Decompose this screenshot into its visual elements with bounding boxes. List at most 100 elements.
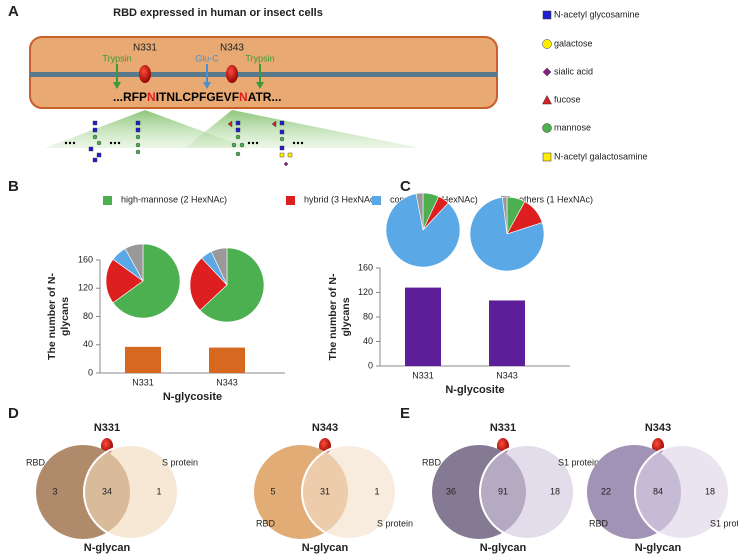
venn-count: 3 xyxy=(52,486,57,496)
venn-count: 31 xyxy=(320,486,330,496)
enzyme-label: Trypsin xyxy=(102,53,131,63)
set-label: S protein xyxy=(162,457,198,467)
x-tick-label: N343 xyxy=(496,370,518,380)
site-label: N331 xyxy=(133,43,157,54)
y-axis-label: The number of N- xyxy=(46,273,58,360)
venn-title: N-glycan xyxy=(635,542,682,554)
panel-label: D xyxy=(8,405,19,422)
y-tick-label: 0 xyxy=(368,360,373,370)
legend-label: galactose xyxy=(554,38,593,48)
pie-slice xyxy=(105,258,144,304)
pie-slice xyxy=(112,243,181,319)
legend-label: high-mannose (2 HexNAc) xyxy=(121,194,227,204)
pie-slice xyxy=(199,247,265,323)
legend-label: N-acetyl galactosamine xyxy=(554,151,648,161)
y-axis-label: The number of N- xyxy=(327,273,339,360)
legend-swatch xyxy=(372,196,381,205)
venn-count: 22 xyxy=(601,486,611,496)
y-tick-label: 40 xyxy=(363,336,373,346)
pie-slice xyxy=(124,243,144,282)
venn-count: 36 xyxy=(446,486,456,496)
venn-count: 18 xyxy=(550,486,560,496)
panel-label: E xyxy=(400,405,410,422)
y-tick-label: 160 xyxy=(78,254,93,264)
fan xyxy=(185,110,420,148)
x-tick-label: N331 xyxy=(132,377,154,387)
bar xyxy=(489,300,525,366)
venn-right xyxy=(634,444,730,540)
site-label: N343 xyxy=(220,43,244,54)
bar xyxy=(125,346,161,373)
venn-count: 91 xyxy=(498,486,508,496)
venn-count: 84 xyxy=(653,486,663,496)
venn-title: N-glycan xyxy=(84,542,131,554)
sequence-part: N xyxy=(147,90,156,104)
set-label: RBD xyxy=(256,518,276,528)
backbone xyxy=(30,72,497,77)
panel-label: B xyxy=(8,178,19,195)
legend-label: N-acetyl glycosamine xyxy=(554,9,640,19)
set-label: S1 protein xyxy=(710,518,738,528)
venn-right xyxy=(83,444,179,540)
pie-slice xyxy=(415,192,424,231)
site-label: N343 xyxy=(645,422,671,434)
pie-slice xyxy=(210,247,228,286)
set-label: S protein xyxy=(377,518,413,528)
venn-title: N-glycan xyxy=(480,542,527,554)
legend-icon xyxy=(542,39,552,49)
glycan-icons xyxy=(88,120,293,167)
site-label: N331 xyxy=(490,422,516,434)
sequence-part: ITNLCPFGEVF xyxy=(156,90,239,104)
y-tick-label: 0 xyxy=(88,367,93,377)
enzyme-label: Trypsin xyxy=(245,53,274,63)
y-axis-label: glycans xyxy=(340,297,352,336)
y-tick-label: 40 xyxy=(83,339,93,349)
enzyme-label: Glu-C xyxy=(195,53,219,63)
legend-label: others (1 HexNAc) xyxy=(519,194,593,204)
bar xyxy=(405,287,441,366)
legend-icon xyxy=(542,94,552,105)
site-marker xyxy=(139,65,151,83)
set-label: RBD xyxy=(422,457,442,467)
legend-swatch xyxy=(286,196,295,205)
venn-title: N-glycan xyxy=(302,542,349,554)
venn-count: 34 xyxy=(102,486,112,496)
legend-icon xyxy=(542,10,552,20)
arrow-head xyxy=(256,82,264,89)
legend-icon xyxy=(542,152,552,162)
legend-label: hybrid (3 HexNAc) xyxy=(304,194,378,204)
legend-icon xyxy=(542,67,552,77)
venn-count: 5 xyxy=(270,486,275,496)
arrow-head xyxy=(113,82,121,89)
legend-label: mannose xyxy=(554,122,591,132)
venn-count: 1 xyxy=(156,486,161,496)
sequence-part: N xyxy=(239,90,248,104)
pie-slice xyxy=(385,193,461,268)
legend-icon xyxy=(542,123,552,133)
pie-slice xyxy=(189,257,228,311)
set-label: S1 protein xyxy=(558,457,599,467)
legend-label: sialic acid xyxy=(554,66,593,76)
y-tick-label: 80 xyxy=(363,311,373,321)
venn-right xyxy=(479,444,575,540)
sequence-part: ATR... xyxy=(248,90,282,104)
y-axis-label: glycans xyxy=(59,297,71,336)
site-marker xyxy=(226,65,238,83)
panel-label: A xyxy=(8,3,19,20)
ellipsis-dots xyxy=(64,141,304,145)
y-tick-label: 120 xyxy=(358,287,373,297)
y-tick-label: 160 xyxy=(358,262,373,272)
venn-count: 1 xyxy=(374,486,379,496)
panel-title: RBD expressed in human or insect cells xyxy=(113,7,323,19)
set-label: RBD xyxy=(589,518,609,528)
sequence-part: ...RFP xyxy=(113,90,147,104)
site-label: N331 xyxy=(94,422,120,434)
x-axis-label: N-glycosite xyxy=(163,391,222,403)
x-tick-label: N343 xyxy=(216,377,238,387)
site-label: N343 xyxy=(312,422,338,434)
y-tick-label: 80 xyxy=(83,311,93,321)
y-tick-label: 120 xyxy=(78,283,93,293)
legend-swatch xyxy=(103,196,112,205)
arrow-head xyxy=(203,82,211,89)
set-label: RBD xyxy=(26,457,46,467)
